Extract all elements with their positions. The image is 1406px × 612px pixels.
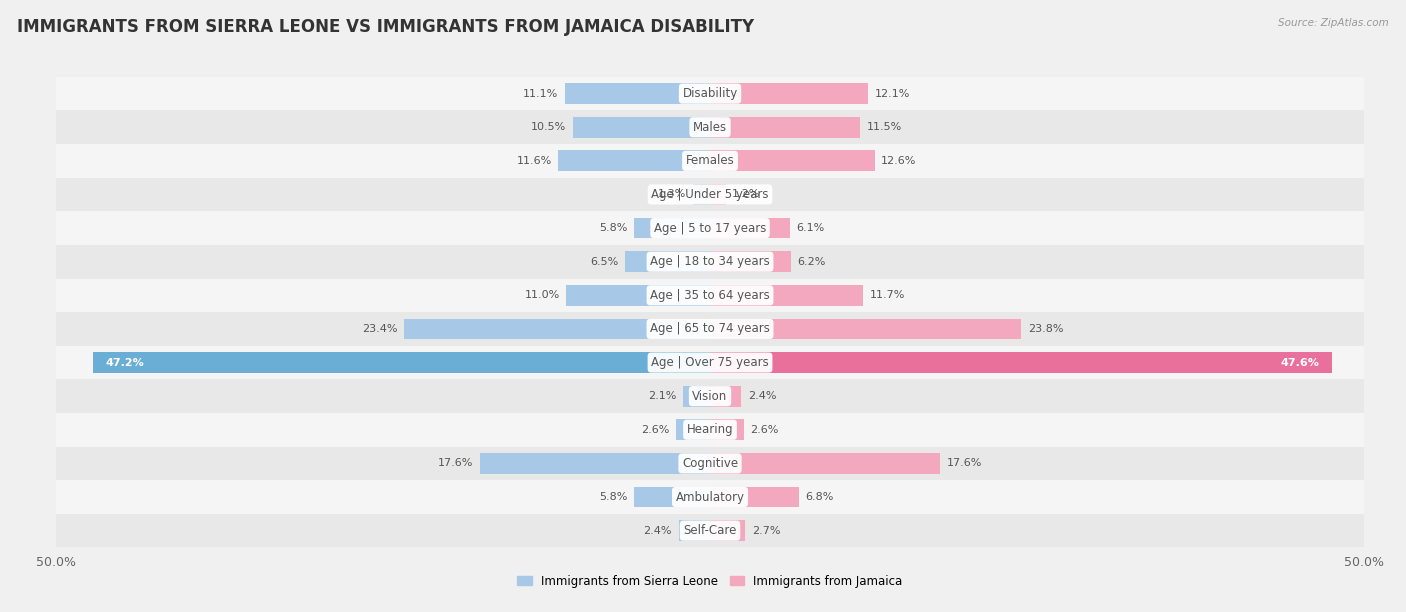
Text: 17.6%: 17.6%: [439, 458, 474, 468]
Text: 11.6%: 11.6%: [516, 156, 551, 166]
Bar: [565, 83, 710, 104]
Bar: [710, 184, 725, 205]
Bar: [56, 144, 1364, 177]
Text: 6.8%: 6.8%: [806, 492, 834, 502]
Text: 6.1%: 6.1%: [796, 223, 824, 233]
Bar: [634, 218, 710, 239]
Bar: [710, 520, 745, 541]
Bar: [56, 245, 1364, 278]
Bar: [56, 76, 1364, 110]
Text: Males: Males: [693, 121, 727, 134]
Bar: [572, 117, 710, 138]
Text: Age | 35 to 64 years: Age | 35 to 64 years: [650, 289, 770, 302]
Text: 2.4%: 2.4%: [644, 526, 672, 536]
Text: 2.1%: 2.1%: [648, 391, 676, 401]
Text: 1.2%: 1.2%: [733, 190, 761, 200]
Bar: [710, 386, 741, 406]
Bar: [626, 252, 710, 272]
Text: 10.5%: 10.5%: [531, 122, 567, 132]
Bar: [634, 487, 710, 507]
Text: 6.2%: 6.2%: [797, 256, 825, 267]
Bar: [479, 453, 710, 474]
Text: Age | Under 5 years: Age | Under 5 years: [651, 188, 769, 201]
Bar: [710, 83, 869, 104]
Text: 23.4%: 23.4%: [361, 324, 398, 334]
Text: 5.8%: 5.8%: [599, 492, 627, 502]
Bar: [56, 278, 1364, 312]
Text: Cognitive: Cognitive: [682, 457, 738, 470]
Bar: [682, 386, 710, 406]
Bar: [710, 453, 941, 474]
Text: Hearing: Hearing: [686, 424, 734, 436]
Bar: [679, 520, 710, 541]
Bar: [56, 447, 1364, 480]
Text: 2.6%: 2.6%: [751, 425, 779, 435]
Legend: Immigrants from Sierra Leone, Immigrants from Jamaica: Immigrants from Sierra Leone, Immigrants…: [517, 575, 903, 588]
Text: 11.5%: 11.5%: [868, 122, 903, 132]
Text: 1.3%: 1.3%: [658, 190, 686, 200]
Bar: [56, 480, 1364, 514]
Text: 11.7%: 11.7%: [869, 290, 905, 300]
Text: 2.4%: 2.4%: [748, 391, 776, 401]
Text: 12.1%: 12.1%: [875, 89, 910, 99]
Bar: [710, 352, 1333, 373]
Bar: [710, 419, 744, 440]
Text: 47.6%: 47.6%: [1281, 357, 1319, 368]
Bar: [56, 177, 1364, 211]
Bar: [56, 312, 1364, 346]
Bar: [567, 285, 710, 306]
Text: 2.6%: 2.6%: [641, 425, 669, 435]
Bar: [710, 117, 860, 138]
Bar: [710, 318, 1021, 339]
Text: Ambulatory: Ambulatory: [675, 490, 745, 504]
Text: Age | 65 to 74 years: Age | 65 to 74 years: [650, 323, 770, 335]
Text: 6.5%: 6.5%: [591, 256, 619, 267]
Text: Self-Care: Self-Care: [683, 524, 737, 537]
Bar: [56, 346, 1364, 379]
Bar: [676, 419, 710, 440]
Bar: [693, 184, 710, 205]
Text: 2.7%: 2.7%: [752, 526, 780, 536]
Text: Age | Over 75 years: Age | Over 75 years: [651, 356, 769, 369]
Text: Disability: Disability: [682, 87, 738, 100]
Text: 12.6%: 12.6%: [882, 156, 917, 166]
Bar: [56, 110, 1364, 144]
Text: 11.1%: 11.1%: [523, 89, 558, 99]
Bar: [93, 352, 710, 373]
Text: 17.6%: 17.6%: [946, 458, 981, 468]
Text: 47.2%: 47.2%: [105, 357, 145, 368]
Bar: [710, 285, 863, 306]
Bar: [56, 379, 1364, 413]
Bar: [710, 252, 792, 272]
Bar: [558, 151, 710, 171]
Bar: [56, 514, 1364, 548]
Text: 23.8%: 23.8%: [1028, 324, 1063, 334]
Text: 11.0%: 11.0%: [524, 290, 560, 300]
Bar: [710, 151, 875, 171]
Bar: [56, 211, 1364, 245]
Text: Females: Females: [686, 154, 734, 167]
Text: 5.8%: 5.8%: [599, 223, 627, 233]
Bar: [710, 487, 799, 507]
Bar: [710, 218, 790, 239]
Bar: [404, 318, 710, 339]
Text: IMMIGRANTS FROM SIERRA LEONE VS IMMIGRANTS FROM JAMAICA DISABILITY: IMMIGRANTS FROM SIERRA LEONE VS IMMIGRAN…: [17, 18, 754, 36]
Text: Age | 5 to 17 years: Age | 5 to 17 years: [654, 222, 766, 234]
Text: Age | 18 to 34 years: Age | 18 to 34 years: [650, 255, 770, 268]
Text: Vision: Vision: [692, 390, 728, 403]
Text: Source: ZipAtlas.com: Source: ZipAtlas.com: [1278, 18, 1389, 28]
Bar: [56, 413, 1364, 447]
